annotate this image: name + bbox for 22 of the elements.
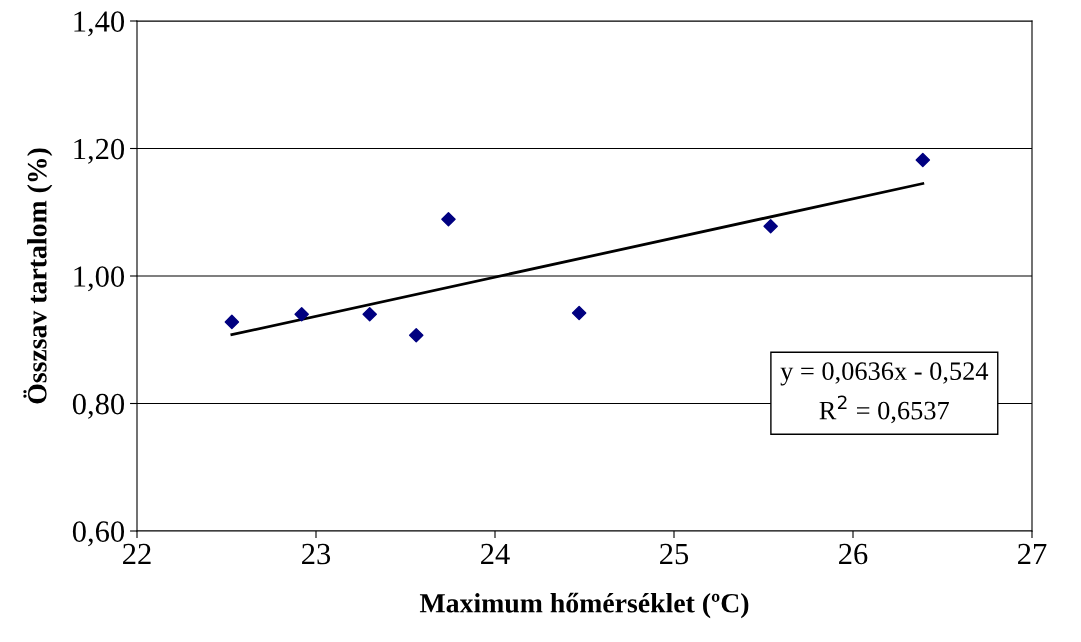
x-tick-label: 27: [1018, 543, 1047, 565]
point: [915, 152, 931, 168]
y-tick-label: 1,40: [74, 11, 125, 37]
point: [224, 314, 240, 330]
x-tick-label: 23: [302, 543, 331, 565]
point: [441, 211, 456, 227]
x-tick-label: 22: [123, 543, 151, 565]
y-tick-label: 1,00: [74, 266, 125, 292]
y-tick-label: 0,80: [72, 393, 125, 419]
point: [362, 306, 377, 322]
point: [408, 328, 424, 343]
point: [763, 218, 778, 234]
point: [571, 305, 587, 321]
annotation: R$^{2}$ = 0,6537: [819, 395, 949, 424]
x-tick-label: 25: [660, 543, 689, 565]
annotation: y = 0,0636x - 0,524: [780, 362, 989, 386]
x-tick-label: 24: [481, 543, 510, 565]
x-axis-title: Maximum hőmérséklet (ºC): [419, 592, 749, 619]
y-tick-label: 1,20: [74, 138, 125, 164]
x-tick-label: 26: [839, 543, 868, 565]
y-axis-title: Összsav tartalom (%): [23, 148, 53, 404]
point: [294, 306, 309, 322]
